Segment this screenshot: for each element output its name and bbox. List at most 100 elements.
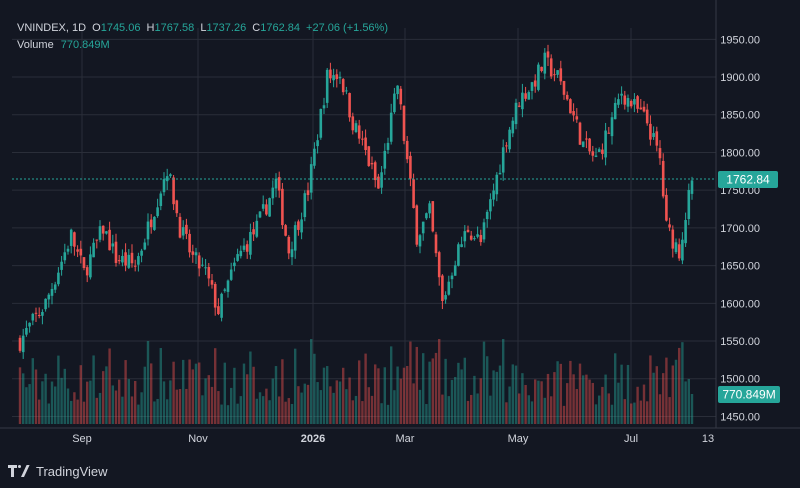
- candle-body: [559, 68, 563, 82]
- candle-body: [92, 242, 95, 258]
- volume-bar: [284, 401, 287, 424]
- candle-body: [457, 244, 460, 266]
- volume-bar: [460, 369, 463, 424]
- candle-body: [57, 272, 60, 285]
- candle-body: [543, 52, 547, 74]
- y-tick-label: 1550.00: [720, 336, 760, 348]
- candle-body: [188, 233, 191, 253]
- candle-body: [380, 172, 383, 188]
- volume-bar: [319, 390, 322, 424]
- y-tick-label: 1600.00: [720, 298, 760, 310]
- volume-bar: [626, 364, 630, 424]
- volume-bar: [111, 385, 114, 424]
- candle-body: [34, 312, 38, 314]
- volume-bar: [505, 402, 508, 424]
- candle-body: [575, 116, 579, 120]
- candle-body: [300, 219, 303, 233]
- candle-body: [69, 229, 73, 246]
- volume-bar: [386, 404, 390, 424]
- candle-body: [626, 98, 630, 107]
- volume-bar: [162, 381, 166, 424]
- volume-bar: [441, 394, 444, 424]
- candle-body: [357, 125, 361, 139]
- candle-body: [492, 190, 495, 200]
- x-tick-label: 13: [702, 433, 714, 445]
- candle-body: [239, 250, 243, 257]
- tradingview-logo-icon: [8, 465, 30, 477]
- tradingview-footer[interactable]: TradingView: [8, 458, 108, 484]
- candle-body: [383, 150, 387, 169]
- candle-body: [620, 93, 623, 96]
- volume-bar: [18, 367, 22, 424]
- volume-bar: [290, 403, 294, 424]
- volume-bar: [534, 379, 537, 424]
- low-label: L: [200, 22, 207, 34]
- volume-bar: [50, 381, 54, 424]
- volume-bar: [486, 356, 489, 424]
- candle-body: [165, 176, 169, 182]
- volume-bar: [354, 395, 358, 424]
- candle-body: [213, 283, 217, 308]
- candle-body: [629, 100, 633, 107]
- volume-bar: [89, 380, 92, 424]
- candle-body: [361, 138, 364, 140]
- candle-body: [604, 130, 607, 158]
- candle-body: [309, 164, 313, 193]
- volume-bar: [521, 373, 524, 424]
- candle-body: [373, 162, 377, 181]
- volume-bar: [130, 396, 134, 424]
- time-axis[interactable]: Sep Nov 2026 Mar May Jul 13: [72, 433, 714, 445]
- volume-bar: [585, 374, 588, 424]
- candle-body: [450, 275, 454, 280]
- volume-bar: [553, 372, 556, 424]
- candle-body: [687, 190, 691, 220]
- close-value: 1762.84: [260, 22, 300, 34]
- y-tick-label: 1900.00: [720, 72, 760, 84]
- volume-bar: [377, 368, 380, 424]
- volume-bar: [127, 379, 130, 424]
- candle-body: [149, 219, 153, 228]
- volume-bar: [226, 405, 230, 424]
- candle-body: [524, 93, 527, 99]
- volume-value: 770.849M: [60, 39, 110, 51]
- candle-body: [684, 220, 687, 244]
- candle-body: [565, 94, 569, 100]
- candle-body: [290, 249, 294, 258]
- volume-bar: [47, 403, 50, 424]
- high-value: 1767.58: [154, 22, 195, 34]
- volume-bar: [335, 380, 338, 424]
- candle-body: [610, 117, 614, 137]
- volume-bar: [396, 366, 399, 424]
- ohlc-row: VNINDEX, 1D O1745.06 H1767.58 L1737.26 C…: [17, 20, 388, 37]
- candle-body: [197, 255, 201, 269]
- volume-bar: [422, 353, 425, 424]
- volume-bar: [233, 367, 236, 424]
- candle-body: [546, 51, 550, 58]
- candle-body: [517, 105, 521, 107]
- candle-body: [447, 281, 451, 295]
- volume-bar: [95, 397, 98, 424]
- volume-bar: [310, 339, 313, 424]
- candle-body: [274, 178, 278, 189]
- candle-body: [533, 80, 537, 87]
- volume-bar: [150, 363, 153, 424]
- volume-bar: [633, 402, 636, 424]
- volume-bar: [358, 360, 361, 424]
- price-axis[interactable]: 1450.00 1500.00 1550.00 1600.00 1650.00 1700.…: [720, 34, 760, 423]
- candle-body: [466, 229, 470, 233]
- volume-bar: [412, 383, 415, 424]
- candle-body: [233, 262, 236, 267]
- chart-grid: [0, 0, 800, 429]
- volume-bar: [646, 401, 649, 424]
- symbol-label[interactable]: VNINDEX, 1D: [17, 22, 87, 34]
- candle-body: [223, 289, 227, 291]
- candle-body: [658, 148, 662, 159]
- volume-bar: [374, 364, 377, 424]
- candle-body: [127, 254, 131, 268]
- candle-body: [31, 313, 35, 321]
- x-tick-label: 2026: [301, 433, 325, 445]
- volume-bar: [588, 379, 591, 424]
- candle-body: [453, 265, 457, 276]
- candle-body: [79, 248, 83, 256]
